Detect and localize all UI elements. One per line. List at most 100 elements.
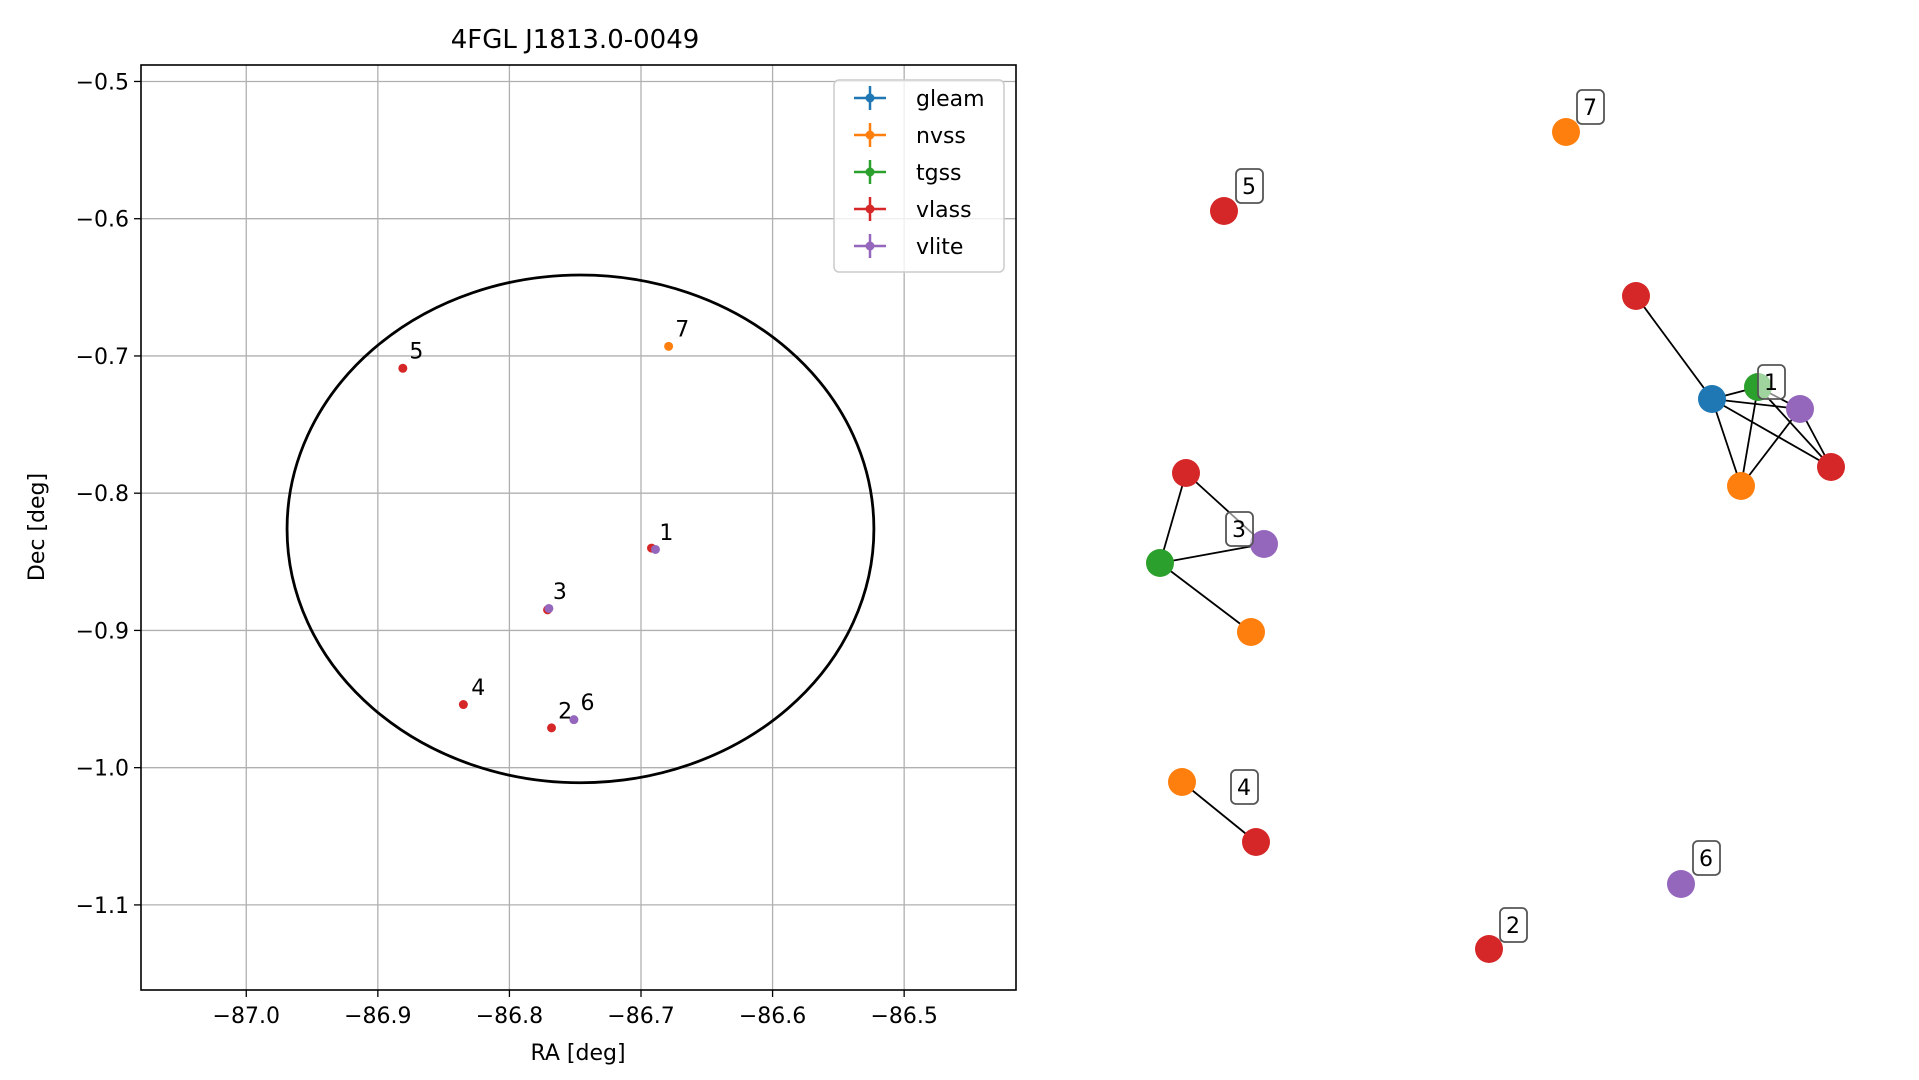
graph-nodes [1146,118,1845,963]
x-axis-label: RA [deg] [530,1041,625,1066]
legend-marker-dot [865,204,875,214]
graph-node-tgss [1146,549,1174,577]
group-label-box [1230,769,1259,805]
group-label-box [1576,89,1605,125]
legend-box [833,79,1005,273]
legend-entry-tgss: tgss [854,160,962,186]
group-label-text: 3 [1232,518,1246,543]
annotation-1: 1 [659,521,673,546]
y-tick-label: −1.1 [76,894,129,919]
vlite-point [569,715,579,725]
group-label-text: 1 [1764,371,1778,396]
graph-node-vlass [1242,828,1270,856]
graph-node-vlite [1786,395,1814,423]
legend-marker-dot [865,167,875,177]
legend-entry-gleam: gleam [854,86,985,112]
legend-marker-dot [865,93,875,103]
legend-label: nvss [916,124,966,149]
legend-entry-vlite: vlite [854,234,963,260]
y-tick-label: −0.5 [76,70,129,95]
graph-node-vlass [1622,282,1650,310]
graph-edge [1711,398,1742,487]
graph-node-gleam [1698,385,1726,413]
legend-label: gleam [916,87,985,112]
graph-edge [1711,398,1832,468]
group-label-text: 6 [1699,847,1713,872]
position-uncertainty-ellipse [285,273,876,785]
graph-edge [1635,295,1713,400]
graph-edge [1740,386,1759,487]
plot-frame [140,64,1017,991]
nvss-point [664,341,674,351]
x-axis-ticks: −87.0 −86.9 −86.8 −86.7 −86.6 −86.5 [213,990,938,1029]
association-graph-panel: 1 2 3 4 5 6 7 [1146,89,1845,963]
graph-edge [1159,543,1265,564]
x-tick-label: −86.9 [344,1004,411,1029]
legend-items: gleam nvss tgss vlass vlite [854,86,985,260]
x-tick-label: −86.5 [870,1004,937,1029]
x-tick-label: −86.8 [476,1004,543,1029]
annotation-6: 6 [580,691,594,716]
graph-edge [1159,562,1252,633]
graph-edges [1159,295,1832,843]
group-label-4: 4 [1230,769,1259,805]
legend-marker-dot [865,241,875,251]
graph-node-vlass [1817,453,1845,481]
group-label-1: 1 [1757,364,1786,400]
graph-node-nvss [1237,618,1265,646]
graph-edge [1159,472,1187,564]
group-label-text: 7 [1583,96,1597,121]
point-annotations: 1 2 3 4 5 6 7 [409,318,689,725]
graph-node-vlite [1667,870,1695,898]
vlass-point [458,700,468,710]
y-axis-label: Dec [deg] [25,473,50,581]
graph-edge [1757,386,1832,468]
legend-label: vlass [916,198,972,223]
group-label-5: 5 [1235,168,1264,204]
annotation-4: 4 [471,676,485,701]
group-label-7: 7 [1576,89,1605,125]
graph-group-labels: 1 2 3 4 5 6 7 [1225,89,1786,943]
vlite-point [650,544,660,554]
y-tick-label: −0.7 [76,345,129,370]
group-label-text: 2 [1506,914,1520,939]
uncertainty-ellipse [285,273,876,785]
group-label-box [1499,907,1528,943]
x-tick-label: −87.0 [213,1004,280,1029]
annotation-2: 2 [558,699,572,724]
legend-label: vlite [916,235,963,260]
graph-edge [1181,781,1257,843]
graph-node-vlite [1250,530,1278,558]
x-tick-label: −86.6 [739,1004,806,1029]
legend-marker-dot [865,130,875,140]
graph-node-vlass [1210,197,1238,225]
group-label-text: 4 [1237,776,1251,801]
legend-entry-vlass: vlass [854,197,972,223]
vlass-point [547,723,557,733]
graph-node-nvss [1168,768,1196,796]
group-label-box [1235,168,1264,204]
chart-title: 4FGL J1813.0-0049 [451,25,700,55]
graph-node-nvss [1727,472,1755,500]
x-tick-label: −86.7 [607,1004,674,1029]
graph-edge [1711,398,1801,410]
graph-node-nvss [1552,118,1580,146]
annotation-7: 7 [675,318,689,343]
group-label-box [1225,511,1254,547]
y-tick-label: −0.6 [76,208,129,233]
group-label-6: 6 [1692,840,1721,876]
vlite-point [544,603,554,613]
data-points [398,341,674,733]
graph-node-vlass [1475,935,1503,963]
group-label-3: 3 [1225,511,1254,547]
legend: gleam nvss tgss vlass vlite [833,79,1005,273]
legend-label: tgss [916,161,962,186]
graph-node-vlass [1172,459,1200,487]
y-tick-label: −0.8 [76,482,129,507]
group-label-text: 5 [1242,175,1256,200]
group-label-2: 2 [1499,907,1528,943]
annotation-5: 5 [409,340,423,365]
y-tick-label: −0.9 [76,619,129,644]
group-label-box [1692,840,1721,876]
